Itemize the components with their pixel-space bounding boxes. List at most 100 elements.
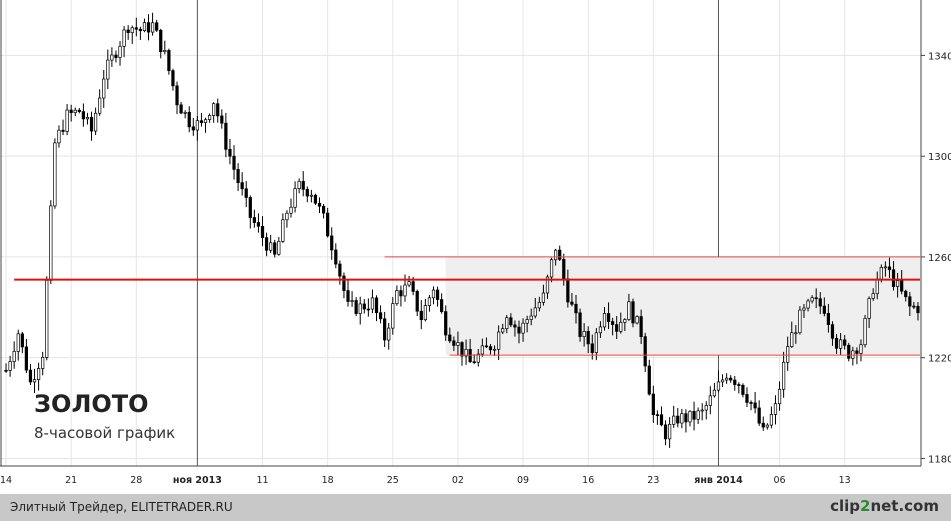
candle-body	[663, 424, 668, 440]
y-tick-label: 1340	[928, 51, 951, 62]
candle-body	[513, 324, 517, 328]
candle-body	[497, 331, 501, 350]
candle-body	[212, 103, 216, 116]
candle-body	[444, 311, 448, 336]
candle-body	[395, 290, 399, 304]
candle-body	[688, 410, 692, 423]
candle-body	[252, 217, 256, 223]
candle-body	[900, 280, 904, 292]
candle-body	[509, 317, 513, 326]
candle-body	[126, 29, 130, 33]
candle-body	[179, 104, 183, 114]
brand-part-1: clip	[830, 497, 860, 515]
candle-body	[175, 85, 179, 106]
candle-body	[529, 315, 533, 320]
candle-body	[236, 169, 240, 183]
candle-body	[741, 384, 745, 395]
candle-body	[155, 22, 159, 31]
x-tick-label: 21	[65, 475, 77, 486]
x-tick-label: 18	[322, 475, 334, 486]
candle-body	[786, 346, 790, 363]
chart-background	[0, 0, 951, 494]
candle-body	[826, 313, 831, 325]
candle-body	[456, 342, 460, 346]
candle-body	[293, 188, 297, 208]
overlay-lines	[14, 256, 920, 356]
candle-body	[472, 361, 476, 364]
candle-body	[134, 27, 138, 30]
candle-body	[623, 319, 627, 323]
candle-body	[843, 339, 847, 346]
candle-body	[301, 181, 305, 190]
candle-body	[639, 316, 643, 337]
candle-body	[484, 345, 489, 348]
candle-body	[847, 344, 851, 359]
candle-body	[289, 206, 293, 214]
candle-body	[635, 316, 639, 324]
candle-body	[85, 117, 90, 120]
candle-body	[887, 266, 892, 271]
candle-body	[545, 276, 550, 294]
x-tick-label: 25	[387, 475, 399, 486]
candle-body	[782, 361, 786, 390]
candle-body	[566, 278, 570, 303]
candle-body	[814, 297, 818, 300]
candle-body	[891, 269, 896, 287]
candle-body	[631, 301, 635, 324]
candle-body	[725, 377, 729, 381]
candle-body	[191, 126, 195, 131]
x-tick-label: 13	[839, 475, 851, 486]
candle-body	[700, 409, 704, 412]
candle-body	[24, 346, 29, 371]
candle-body	[830, 324, 835, 339]
candle-body	[908, 296, 912, 307]
candle-body	[594, 332, 598, 353]
candle-body	[655, 414, 660, 417]
chart-subtitle: 8-часовой график	[34, 424, 175, 442]
x-tick-label: 28	[130, 475, 142, 486]
candle-body	[586, 331, 590, 345]
candle-body	[297, 181, 301, 189]
candle-body	[680, 413, 684, 424]
candle-body	[602, 313, 607, 328]
candle-body	[220, 115, 224, 124]
candle-body	[159, 29, 163, 53]
candle-body	[773, 403, 778, 415]
candle-body	[651, 393, 655, 416]
candle-body	[501, 328, 505, 333]
candle-body	[130, 27, 134, 33]
candle-body	[643, 336, 647, 367]
candle-body	[810, 297, 814, 302]
candle-body	[41, 356, 45, 369]
candle-body	[224, 122, 228, 150]
candle-body	[277, 241, 281, 255]
candle-body	[582, 331, 586, 337]
candle-body	[798, 309, 802, 334]
candle-body	[757, 407, 761, 424]
candle-body	[313, 194, 318, 204]
candle-body	[611, 321, 615, 325]
candle-body	[57, 129, 61, 144]
candle-body	[207, 115, 212, 121]
candle-body	[863, 318, 867, 346]
candle-body	[521, 322, 525, 334]
candle-body	[203, 119, 208, 124]
x-tick-label: ноя 2013	[173, 475, 222, 486]
candle-body	[452, 340, 456, 346]
candle-body	[98, 97, 102, 114]
candle-body	[387, 327, 391, 341]
candle-body	[256, 222, 261, 227]
x-tick-label: 11	[256, 475, 268, 486]
candle-body	[659, 414, 664, 426]
candle-body	[598, 326, 603, 334]
candle-body	[684, 413, 688, 423]
candle-body	[77, 109, 81, 112]
candle-body	[716, 381, 721, 391]
candle-body	[777, 388, 782, 405]
candle-body	[378, 312, 383, 320]
candle-body	[53, 142, 57, 207]
candle-body	[28, 369, 33, 383]
candle-body	[615, 324, 619, 332]
candle-body	[712, 389, 717, 397]
candle-body	[554, 249, 558, 261]
